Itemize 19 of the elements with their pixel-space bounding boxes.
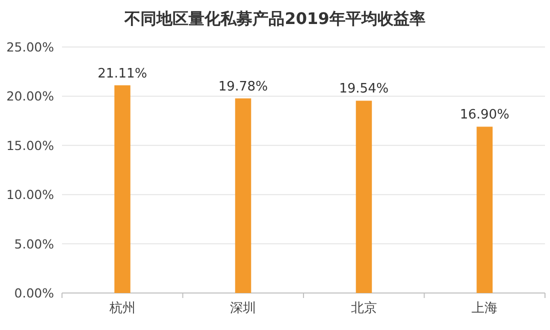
data-label: 19.54% [339,82,389,97]
data-label: 21.11% [98,66,148,82]
bar [356,100,372,293]
x-tick-label: 北京 [350,301,377,316]
y-tick-label: 0.00% [14,286,54,300]
data-label: 16.90% [460,108,510,123]
x-tick-label: 深圳 [230,301,256,316]
y-tick-label: 25.00% [6,40,54,54]
y-tick-label: 15.00% [6,138,54,153]
bar [476,126,493,293]
y-tick-label: 20.00% [6,88,54,104]
x-tick-label: 杭州 [108,301,136,316]
bar [114,85,130,293]
bar [235,98,252,293]
x-tick-label: 上海 [472,301,498,316]
data-label: 19.78% [218,79,268,94]
chart-title: 不同地区量化私募产品2019年平均收益率 [124,9,426,28]
y-tick-label: 5.00% [14,236,54,252]
y-tick-label: 10.00% [6,187,54,202]
